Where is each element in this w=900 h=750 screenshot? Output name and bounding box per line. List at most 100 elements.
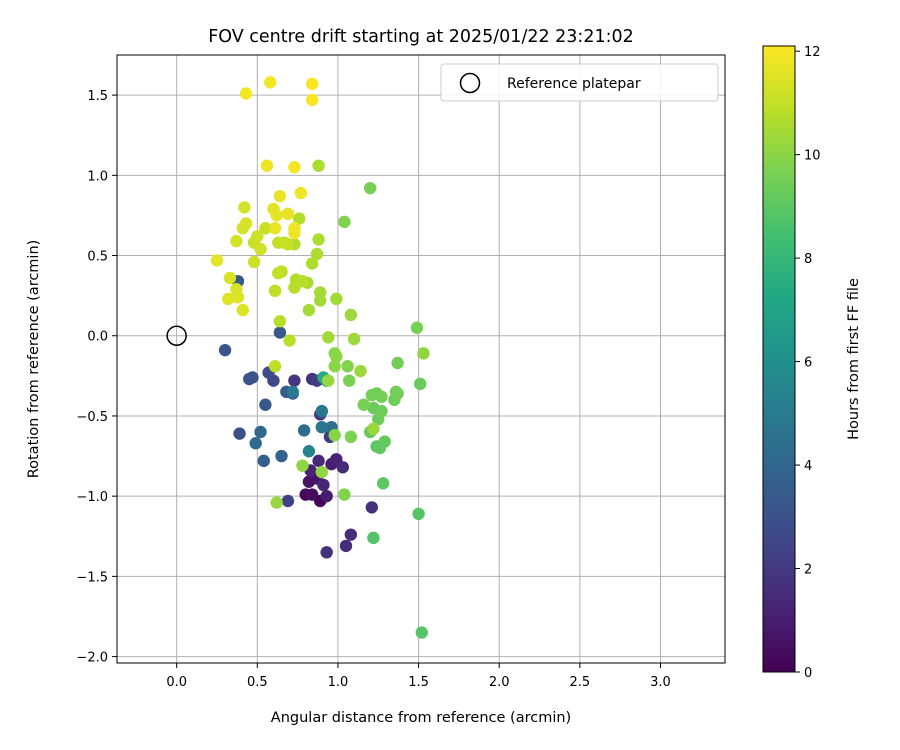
x-axis-ticks: 0.0 0.5 1.0 1.5 2.0 2.5 3.0 — [166, 663, 671, 690]
x-axis-label: Angular distance from reference (arcmin) — [271, 710, 571, 726]
data-point — [410, 321, 424, 334]
y-tick-label: 1.0 — [87, 169, 108, 184]
data-point — [273, 315, 287, 328]
data-point — [320, 489, 333, 503]
colorbar-ticks: 0 2 4 6 8 10 12 — [795, 45, 821, 681]
plot-area-frame — [116, 54, 726, 664]
colorbar-tick-label: 10 — [804, 149, 821, 164]
data-point — [264, 76, 277, 89]
data-point — [297, 424, 311, 437]
data-point — [268, 284, 282, 298]
data-point — [270, 496, 283, 509]
legend-marker-reference — [459, 72, 481, 94]
data-point — [286, 385, 299, 399]
y-tick-label: 1.5 — [87, 89, 108, 104]
data-point — [344, 430, 358, 444]
y-tick-label: −1.0 — [76, 490, 108, 505]
data-point — [375, 404, 388, 418]
colorbar-tick-label: 2 — [804, 563, 812, 578]
y-tick-label: −1.5 — [76, 570, 108, 585]
colorbar-tick-label: 6 — [804, 356, 812, 371]
colorbar-gradient — [762, 45, 796, 673]
data-point — [330, 292, 343, 306]
data-point — [273, 326, 287, 339]
data-point — [210, 254, 224, 267]
data-point — [354, 364, 367, 378]
x-tick-label: 1.0 — [328, 675, 349, 690]
data-point — [341, 360, 354, 373]
data-point — [365, 501, 379, 514]
data-point — [302, 445, 316, 458]
data-point — [283, 334, 296, 347]
data-point — [367, 531, 380, 545]
data-point — [278, 236, 291, 249]
data-point — [336, 461, 349, 474]
data-point — [378, 435, 391, 448]
data-point — [236, 303, 249, 317]
data-point — [275, 449, 288, 463]
x-tick-label: 0.0 — [166, 675, 187, 690]
data-point — [218, 343, 232, 357]
data-point — [239, 217, 253, 230]
data-point — [315, 465, 329, 479]
data-point — [317, 478, 330, 492]
y-axis-ticks: 1.5 1.0 0.5 0.0 −0.5 −1.0 −1.5 −2.0 — [76, 89, 117, 666]
data-point — [288, 161, 301, 174]
data-point — [347, 332, 361, 346]
data-point — [312, 454, 325, 468]
y-tick-label: 0.5 — [87, 250, 108, 265]
data-point — [322, 331, 335, 344]
data-point — [344, 528, 358, 541]
x-tick-label: 0.5 — [247, 675, 268, 690]
data-point — [270, 209, 283, 222]
data-point — [328, 360, 341, 373]
data-point — [320, 546, 333, 559]
data-point — [339, 539, 353, 553]
data-point — [312, 159, 325, 172]
data-point — [376, 477, 390, 490]
data-points — [210, 76, 430, 639]
chart-title: FOV centre drift starting at 2025/01/22 … — [208, 27, 634, 47]
data-point — [305, 77, 319, 91]
data-point — [365, 388, 379, 402]
data-point — [230, 234, 243, 248]
data-point — [254, 242, 267, 256]
data-point — [391, 387, 404, 400]
data-point — [257, 454, 270, 468]
data-point — [233, 427, 246, 440]
data-point — [357, 398, 370, 411]
legend-label-reference: Reference platepar — [507, 76, 641, 92]
reference-platepar-marker — [166, 325, 187, 346]
data-point — [239, 87, 253, 100]
data-point — [312, 233, 325, 246]
data-point — [338, 215, 351, 229]
data-point — [294, 186, 308, 200]
data-point — [222, 292, 235, 306]
data-point — [296, 459, 309, 472]
data-point — [391, 356, 404, 370]
data-point — [322, 374, 335, 387]
data-point — [415, 626, 429, 639]
grid — [117, 55, 725, 663]
data-point — [315, 404, 329, 418]
data-point — [288, 222, 301, 235]
legend-box — [440, 63, 719, 102]
y-tick-label: −2.0 — [76, 651, 108, 666]
data-point — [259, 398, 272, 411]
x-tick-label: 1.5 — [408, 675, 429, 690]
data-point — [260, 159, 274, 172]
data-point — [310, 247, 324, 261]
data-point — [273, 189, 287, 203]
colorbar-tick-label: 0 — [804, 666, 812, 681]
x-tick-label: 2.5 — [570, 675, 591, 690]
data-point — [343, 374, 356, 387]
data-point — [375, 390, 388, 403]
data-point — [363, 181, 377, 195]
y-tick-label: 0.0 — [87, 330, 108, 345]
data-point — [223, 271, 237, 285]
data-point — [268, 222, 282, 235]
data-point — [302, 303, 316, 317]
data-point — [296, 274, 309, 288]
y-tick-label: −0.5 — [76, 410, 108, 425]
